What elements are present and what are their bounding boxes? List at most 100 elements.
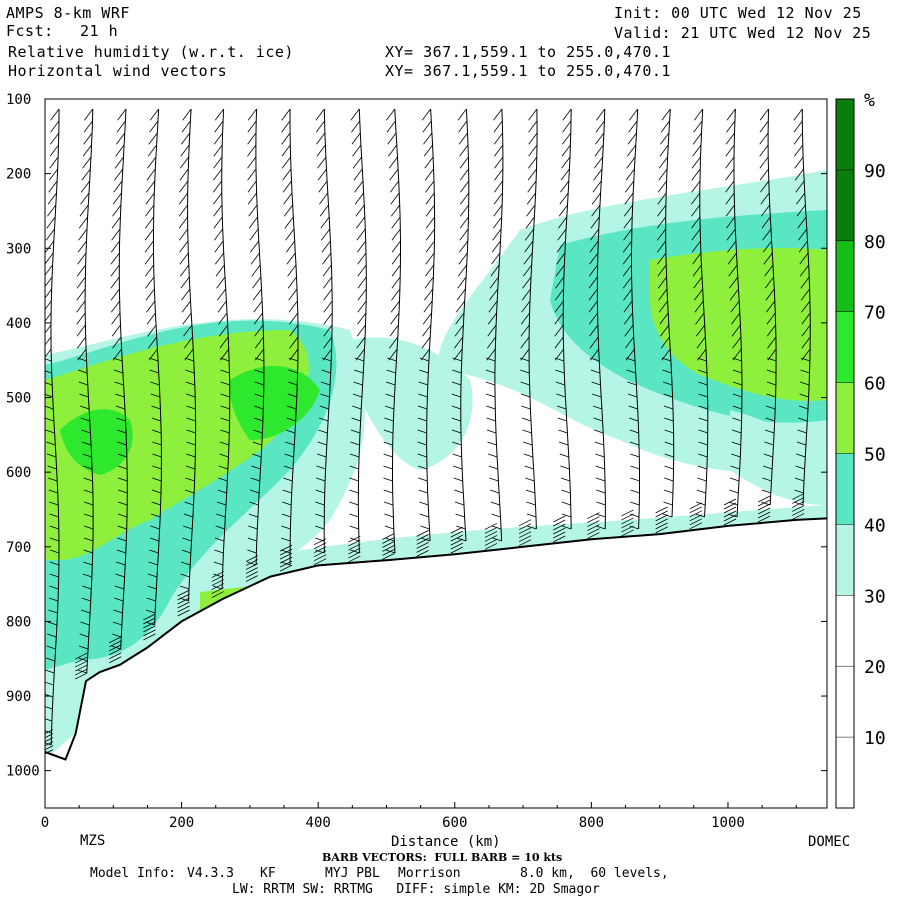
- barb-flag: [560, 477, 571, 482]
- barb-flag: [766, 369, 777, 374]
- barb-flag: [45, 228, 55, 241]
- barb-flag: [660, 324, 670, 337]
- barb-flag: [762, 240, 772, 253]
- barb-flag: [45, 669, 55, 674]
- barb-flag: [587, 516, 600, 523]
- model-info-line2: LW: RRTM SW: RRTMG DIFF: simple KM: 2D S…: [232, 882, 600, 897]
- barb-flag: [186, 429, 196, 434]
- barb-flag: [628, 120, 638, 133]
- barb-flag: [143, 617, 156, 625]
- barb-flag: [494, 156, 504, 169]
- colorbar-swatch: [836, 382, 854, 454]
- barb-flag: [553, 527, 566, 535]
- barb-flag: [663, 501, 673, 506]
- barb-flag: [457, 276, 467, 289]
- barb-flag: [118, 489, 128, 494]
- barb-flag: [488, 300, 498, 313]
- barb-flag: [178, 192, 189, 205]
- barb-flag: [454, 501, 465, 506]
- barb-flag: [494, 144, 504, 157]
- barb-flag: [450, 526, 463, 534]
- barb-flag: [382, 536, 395, 544]
- barb-staff: [392, 108, 401, 554]
- barb-flag: [114, 168, 124, 181]
- barb-flag: [662, 369, 672, 374]
- barb-flag: [282, 168, 292, 181]
- barb-flag: [353, 381, 363, 386]
- barb-flag: [561, 144, 571, 157]
- colorbar-unit: %: [864, 90, 875, 111]
- barb-flag: [317, 168, 327, 181]
- barb-flag: [45, 336, 52, 346]
- barb-flag: [386, 120, 396, 133]
- barb-flag: [422, 324, 432, 337]
- barb-flag: [655, 526, 668, 534]
- barb-flag: [767, 336, 777, 349]
- barb-flag: [145, 609, 156, 614]
- barb-flag: [109, 636, 122, 644]
- barb-flag: [118, 501, 128, 506]
- barb-flag: [452, 465, 463, 470]
- barb-flag: [357, 300, 367, 313]
- barb-flag: [320, 381, 331, 386]
- barb-flag: [289, 312, 299, 325]
- barb-flag: [590, 216, 600, 229]
- barb-flag: [46, 441, 56, 446]
- barb-flag: [528, 156, 538, 169]
- barb-flag: [46, 453, 57, 458]
- barb-flag: [180, 276, 190, 289]
- barb-flag: [418, 477, 428, 482]
- barb-flag: [723, 498, 737, 506]
- barb-flag: [354, 180, 364, 193]
- barb-flag: [762, 228, 772, 241]
- barb-flag: [82, 453, 92, 458]
- barb-flag: [74, 656, 88, 664]
- barb-flag: [49, 513, 59, 518]
- barb-flag: [110, 264, 120, 277]
- barb-flag: [177, 605, 190, 613]
- barb-flag: [417, 429, 427, 434]
- barb-flag: [279, 556, 293, 564]
- barb-flag: [594, 144, 604, 157]
- barb-flag: [796, 204, 806, 217]
- barb-flag: [455, 312, 465, 325]
- barb-flag: [279, 552, 293, 560]
- barb-flag: [150, 525, 160, 530]
- barb-flag: [76, 276, 86, 289]
- barb-flag: [352, 405, 362, 410]
- barb-flag: [458, 252, 468, 265]
- barb-flag: [596, 525, 606, 530]
- barb-flag: [218, 465, 229, 470]
- barb-flag: [217, 300, 227, 313]
- barb-flag: [424, 168, 434, 181]
- barb-flag: [596, 108, 606, 121]
- barb-flag: [147, 324, 157, 337]
- barb-flag: [280, 561, 291, 566]
- barb-flag: [220, 405, 230, 410]
- barb-flag: [182, 537, 192, 542]
- barb-flag: [79, 393, 89, 398]
- barb-flag: [285, 228, 295, 241]
- barb-flag: [796, 192, 806, 205]
- barb-flag: [622, 264, 632, 277]
- barb-flag: [556, 393, 566, 398]
- barb-flag: [630, 453, 640, 458]
- barb-flag: [78, 228, 88, 241]
- barb-flag: [796, 453, 806, 458]
- barb-flag: [698, 417, 708, 422]
- barb-flag: [458, 132, 468, 145]
- barb-flag: [350, 441, 360, 446]
- barb-flag: [143, 629, 156, 637]
- barb-flag: [349, 525, 359, 530]
- barb-flag: [663, 393, 673, 398]
- barb-flag: [521, 417, 532, 422]
- barb-flag: [281, 156, 291, 169]
- barb-flag: [623, 300, 633, 313]
- barb-flag: [732, 357, 742, 362]
- barb-flag: [252, 453, 262, 458]
- barb-flag: [794, 144, 804, 157]
- barb-flag: [764, 264, 774, 277]
- barb-flag: [49, 561, 60, 566]
- barb-flag: [425, 240, 435, 253]
- barb-flag: [526, 192, 536, 205]
